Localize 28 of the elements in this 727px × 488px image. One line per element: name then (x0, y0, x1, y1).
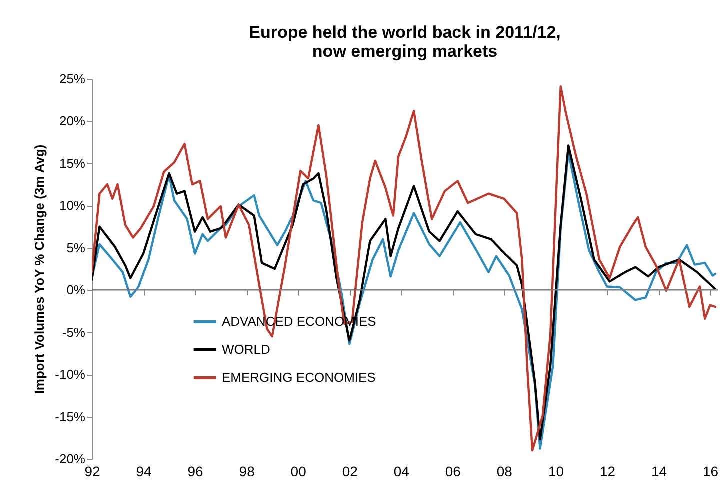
legend-label: WORLD (222, 342, 270, 357)
y-tick-label: -20% (55, 452, 86, 466)
line-series (92, 86, 717, 452)
y-axis-title: Import Volumes YoY % Change (3m Avg) (32, 144, 48, 394)
x-tick-label: 10 (548, 464, 564, 480)
y-tick-label: -10% (55, 367, 86, 382)
legend-label: EMERGING ECONOMIES (222, 370, 376, 385)
x-tick-label: 00 (290, 464, 307, 480)
x-tick-label: 92 (84, 464, 100, 480)
y-tick-label: 25% (59, 72, 86, 86)
x-tick-label: 94 (136, 464, 152, 480)
x-tick-label: 96 (188, 464, 204, 480)
x-tick-label: 98 (239, 464, 256, 480)
y-tick-label: 20% (59, 114, 86, 129)
x-tick-label: 16 (702, 464, 719, 480)
chart-title: Europe held the world back in 2011/12, now emerging markets (249, 23, 561, 61)
x-tick-label: 04 (394, 464, 410, 480)
x-tick-label: 14 (651, 464, 668, 480)
y-tick-label: -5% (62, 324, 86, 340)
x-tick-label: 02 (342, 464, 358, 480)
x-tick-label: 12 (600, 464, 616, 480)
y-tick-label: 0% (66, 282, 86, 298)
x-tick-label: 06 (445, 464, 462, 480)
y-tick-label: 15% (59, 156, 86, 171)
y-tick-label: 10% (59, 198, 86, 214)
x-tick-label: 08 (496, 464, 513, 480)
y-tick-label: -15% (55, 409, 86, 424)
y-tick-label: 5% (66, 240, 86, 256)
